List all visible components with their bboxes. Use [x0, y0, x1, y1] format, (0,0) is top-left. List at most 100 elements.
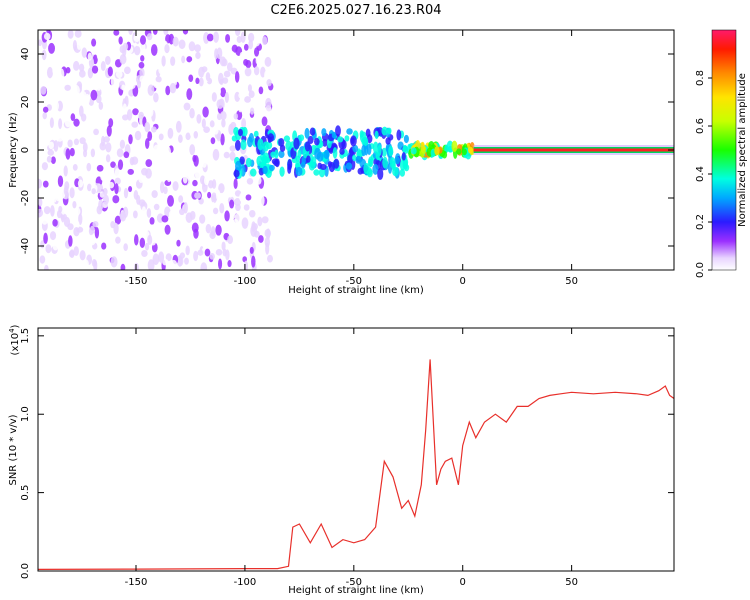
heatmap-cell: [89, 235, 96, 246]
heatmap-cell: [227, 235, 234, 244]
y-tick-label: 0.0: [20, 563, 31, 579]
heatmap-cell: [149, 224, 155, 232]
heatmap-cell: [122, 114, 129, 121]
heatmap-cell: [410, 147, 417, 155]
heatmap-cell: [239, 51, 244, 61]
spectrum-y-axis: -40 -20 0 20 40: [20, 48, 674, 254]
snr-x-axis: -150 -100 -50 0 50: [125, 328, 578, 588]
heatmap-cell: [93, 259, 98, 270]
snr-x-label: Height of straight line (km): [288, 585, 424, 596]
heatmap-cell: [39, 255, 46, 264]
heatmap-cell: [91, 188, 96, 195]
heatmap-cell: [38, 198, 43, 207]
heatmap-cell: [258, 194, 265, 207]
heatmap-cell: [318, 167, 326, 178]
heatmap-cell: [63, 255, 70, 264]
heatmap-cell: [211, 92, 217, 102]
heatmap-cell: [235, 160, 242, 173]
heatmap-cell: [163, 30, 169, 36]
heatmap-cell: [333, 158, 340, 169]
heatmap-cell: [361, 144, 366, 157]
heatmap-cell: [253, 66, 260, 76]
heatmap-cell: [262, 152, 270, 164]
heatmap-cell: [233, 169, 240, 178]
heatmap-cell: [43, 32, 51, 41]
heatmap-cell: [212, 171, 219, 179]
heatmap-cell: [38, 39, 43, 47]
heatmap-cell: [235, 203, 241, 212]
heatmap-cell: [249, 168, 257, 177]
heatmap-cell: [110, 76, 117, 87]
heatmap-cell: [327, 161, 333, 168]
heatmap-cell: [279, 166, 285, 177]
heatmap-cell: [96, 51, 104, 61]
heatmap-cell: [341, 139, 347, 150]
heatmap-cell: [248, 32, 255, 43]
heatmap-cell: [139, 237, 146, 249]
heatmap-cell: [42, 106, 49, 113]
heatmap-cell: [337, 136, 344, 143]
snr-line: [38, 359, 674, 571]
heatmap-cell: [129, 77, 137, 89]
heatmap-cell: [48, 42, 55, 54]
heatmap-cell: [93, 128, 99, 136]
heatmap-cell: [129, 157, 135, 166]
heatmap-cell: [113, 30, 120, 36]
heatmap-cell: [352, 144, 359, 153]
heatmap-cell: [295, 166, 303, 177]
heatmap-cell: [144, 242, 150, 251]
heatmap-cell: [140, 55, 145, 62]
heatmap-cell: [377, 144, 382, 156]
heatmap-cell: [41, 162, 49, 171]
heatmap-cell: [48, 141, 55, 150]
heatmap-cell: [211, 192, 217, 204]
heatmap-cell: [86, 162, 92, 172]
heatmap-cell: [248, 209, 256, 218]
heatmap-cell: [185, 155, 191, 164]
heatmap-cell: [229, 151, 236, 161]
heatmap-cell: [322, 138, 328, 147]
heatmap-cell: [165, 34, 171, 44]
heatmap-cell: [166, 173, 172, 183]
heatmap-cell: [224, 91, 229, 103]
heatmap-cell: [309, 127, 316, 136]
heatmap-cell: [361, 136, 369, 147]
heatmap-cell: [149, 217, 155, 225]
heatmap-cell: [199, 214, 206, 224]
heatmap-cell: [195, 51, 201, 60]
heatmap-cell: [255, 56, 261, 65]
heatmap-cell: [83, 149, 88, 158]
heatmap-cell: [163, 186, 168, 195]
heatmap-cell: [243, 43, 249, 51]
heatmap-cell: [227, 260, 232, 268]
heatmap-cell: [287, 159, 293, 170]
heatmap-cell: [81, 47, 88, 58]
heatmap-cell: [215, 224, 222, 236]
heatmap-cell: [213, 126, 219, 135]
heatmap-cell: [402, 144, 408, 152]
spectrum-panel: -150 -100 -50 0 50 -40 -20 0 20 40 Height of str…: [8, 29, 675, 296]
heatmap-cell: [204, 248, 211, 257]
colorbar-label: Normalized spectral amplitude: [737, 73, 748, 227]
heatmap-cell: [253, 230, 260, 238]
heatmap-cell: [73, 84, 80, 97]
heatmap-cell: [46, 66, 53, 79]
y-tick-label: 40: [20, 48, 31, 61]
heatmap-cell: [63, 165, 68, 177]
heatmap-cell: [311, 156, 317, 167]
heatmap-cell: [179, 208, 185, 216]
heatmap-cell: [56, 210, 62, 219]
heatmap-cell: [278, 137, 285, 147]
heatmap-cell: [258, 86, 264, 95]
snr-y-multiplier-close: ): [10, 324, 21, 328]
heatmap-cell: [98, 101, 104, 110]
colorbar-tick-label: 0.4: [695, 166, 706, 182]
heatmap-cell: [389, 157, 396, 169]
heatmap-cell: [210, 164, 217, 171]
heatmap-cell: [96, 164, 104, 172]
heatmap-cell: [161, 55, 166, 67]
snr-y-label: SNR (10 * v/v): [8, 414, 19, 485]
heatmap-cell: [248, 90, 255, 99]
heatmap-cell: [195, 77, 200, 85]
heatmap-cell: [52, 100, 59, 112]
